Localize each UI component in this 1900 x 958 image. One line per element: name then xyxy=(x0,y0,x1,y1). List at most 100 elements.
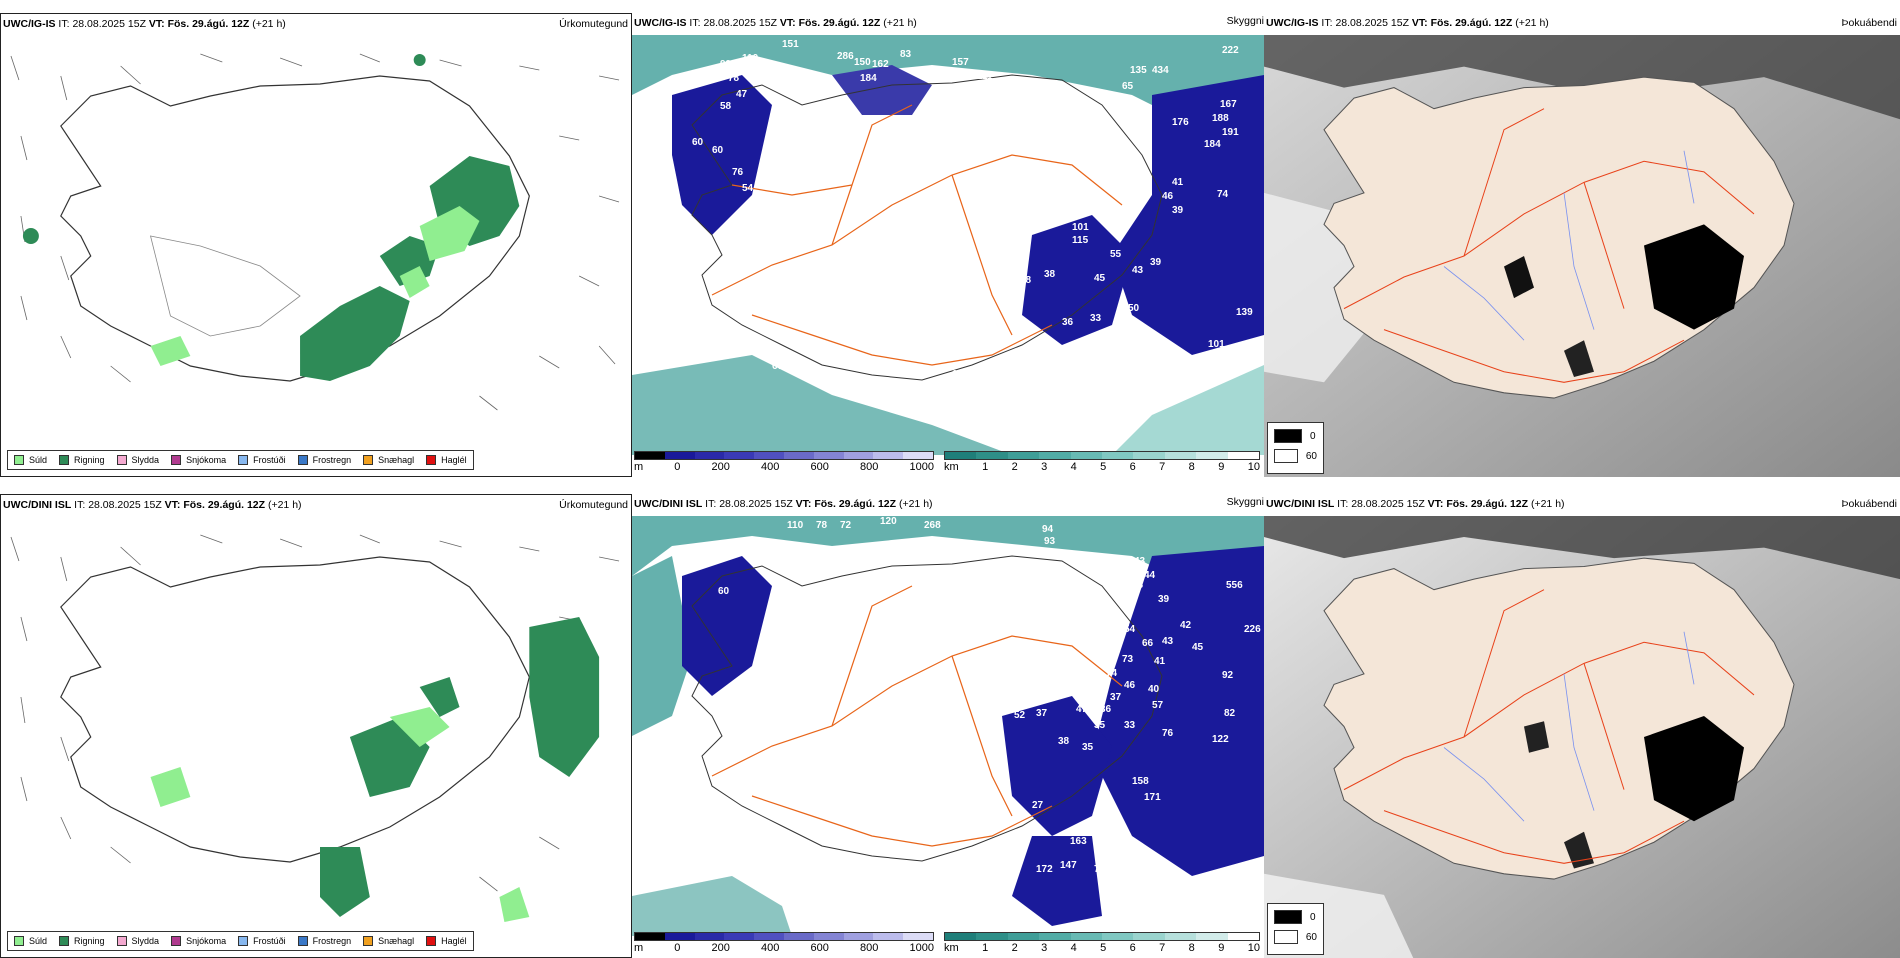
svg-text:101: 101 xyxy=(1072,222,1089,233)
fog-legend: 0 60 xyxy=(1267,422,1324,474)
legend-item: Haglél xyxy=(426,936,467,946)
legend-item: Snjókoma xyxy=(171,455,226,465)
svg-text:72: 72 xyxy=(840,520,852,531)
svg-text:55: 55 xyxy=(1110,249,1122,260)
legend-item: Slydda xyxy=(116,455,159,465)
svg-text:50: 50 xyxy=(1128,303,1140,314)
svg-text:45: 45 xyxy=(1192,642,1204,653)
svg-text:44: 44 xyxy=(1144,570,1156,581)
legend-item: Súld xyxy=(14,936,47,946)
svg-text:158: 158 xyxy=(1132,776,1149,787)
svg-text:33: 33 xyxy=(1090,313,1102,324)
legend-item: Snjókoma xyxy=(171,936,226,946)
svg-text:88: 88 xyxy=(948,698,960,709)
svg-text:167: 167 xyxy=(1220,99,1237,110)
svg-text:64: 64 xyxy=(1032,223,1044,234)
svg-text:65: 65 xyxy=(896,399,908,410)
svg-text:64: 64 xyxy=(1100,636,1112,647)
svg-text:76: 76 xyxy=(732,167,744,178)
legend-item: Súld xyxy=(14,455,47,465)
panel-field-label: Skyggni xyxy=(1226,15,1264,27)
svg-text:94: 94 xyxy=(1042,524,1054,535)
panel-field-label: Þokuábendi xyxy=(1841,498,1897,510)
svg-text:37: 37 xyxy=(1110,692,1122,703)
visibility-km-colorbar: km 1 2 3 4 5 6 7 8 9 10 xyxy=(944,451,1260,473)
svg-text:286: 286 xyxy=(837,51,854,62)
svg-text:39: 39 xyxy=(1150,257,1162,268)
legend-item: Haglél xyxy=(426,455,467,465)
panel-field-label: Þokuábendi xyxy=(1841,17,1897,29)
svg-text:184: 184 xyxy=(1204,139,1221,150)
svg-text:89: 89 xyxy=(850,682,862,693)
svg-text:152: 152 xyxy=(1092,816,1109,827)
fog-panel-row1: UWC/IG-IS IT: 28.08.2025 15Z VT: Fös. 29… xyxy=(1264,13,1900,477)
svg-text:101: 101 xyxy=(1032,680,1049,691)
fog-panel-row2: UWC/DINI ISL IT: 28.08.2025 15Z VT: Fös.… xyxy=(1264,494,1900,958)
panel-title: UWC/IG-IS IT: 28.08.2025 15Z VT: Fös. 29… xyxy=(1266,17,1549,29)
svg-text:32: 32 xyxy=(1064,349,1076,360)
svg-text:54: 54 xyxy=(1062,375,1074,386)
visibility-km-colorbar: km 1 2 3 4 5 6 7 8 9 10 xyxy=(944,932,1260,954)
svg-text:36: 36 xyxy=(1062,317,1074,328)
fog-map xyxy=(1264,35,1900,477)
svg-text:157: 157 xyxy=(952,57,969,68)
svg-text:162: 162 xyxy=(872,59,889,70)
svg-text:147: 147 xyxy=(1060,860,1077,871)
svg-text:54: 54 xyxy=(1124,624,1136,635)
svg-text:111: 111 xyxy=(977,71,993,82)
precip-panel-row2: UWC/DINI ISL IT: 28.08.2025 15Z VT: Fös.… xyxy=(0,494,632,958)
svg-text:39: 39 xyxy=(1158,594,1170,605)
svg-text:41: 41 xyxy=(922,403,934,414)
visibility-map: 110 78 72 120 268 94 93 84 49 60 43 44 4… xyxy=(632,516,1264,936)
svg-text:104: 104 xyxy=(952,369,969,380)
svg-text:84: 84 xyxy=(1046,548,1058,559)
precip-legend: Súld Rigning Slydda Snjókoma Frostúði Fr… xyxy=(7,450,474,470)
precip-panel-row1: UWC/IG-IS IT: 28.08.2025 15Z VT: Fös. 29… xyxy=(0,13,632,477)
panel-title: UWC/DINI ISL IT: 28.08.2025 15Z VT: Fös.… xyxy=(634,498,933,510)
svg-text:163: 163 xyxy=(1070,836,1087,847)
svg-text:58: 58 xyxy=(720,101,732,112)
svg-text:184: 184 xyxy=(860,73,877,84)
precip-map xyxy=(10,53,620,411)
svg-text:91: 91 xyxy=(870,684,882,695)
svg-text:74: 74 xyxy=(1217,189,1229,200)
svg-text:39: 39 xyxy=(1172,205,1184,216)
svg-text:35: 35 xyxy=(1094,720,1106,731)
svg-text:66: 66 xyxy=(758,217,770,228)
visibility-map: 151 110 99 78 47 306 286 150 162 83 184 … xyxy=(632,35,1264,455)
svg-text:42: 42 xyxy=(1180,620,1192,631)
panel-title: UWC/DINI ISL IT: 28.08.2025 15Z VT: Fös.… xyxy=(1266,498,1565,510)
legend-item: Rigning xyxy=(59,455,105,465)
visibility-m-colorbar: m 0 200 400 600 800 1000 xyxy=(634,932,934,954)
svg-text:110: 110 xyxy=(787,520,804,531)
svg-text:78: 78 xyxy=(792,359,804,370)
precip-map xyxy=(10,534,620,922)
svg-text:83: 83 xyxy=(900,49,912,60)
svg-text:115: 115 xyxy=(1072,235,1089,246)
svg-text:52: 52 xyxy=(1014,710,1026,721)
svg-text:151: 151 xyxy=(782,39,799,50)
svg-text:57: 57 xyxy=(1152,700,1164,711)
svg-text:48: 48 xyxy=(1132,580,1144,591)
svg-text:35: 35 xyxy=(1082,742,1094,753)
svg-text:82: 82 xyxy=(1224,708,1236,719)
svg-text:556: 556 xyxy=(1226,580,1243,591)
svg-text:57: 57 xyxy=(1027,199,1039,210)
svg-text:73: 73 xyxy=(1122,654,1134,665)
panel-field-label: Úrkomutegund xyxy=(559,18,628,30)
svg-text:60: 60 xyxy=(692,137,704,148)
legend-item: Frostúði xyxy=(238,936,286,946)
svg-text:191: 191 xyxy=(1222,127,1239,138)
svg-text:27: 27 xyxy=(1032,800,1044,811)
svg-text:43: 43 xyxy=(1132,265,1144,276)
visibility-values: 151 110 99 78 47 306 286 150 162 83 184 … xyxy=(682,39,1253,414)
legend-item: Rigning xyxy=(59,936,105,946)
panel-field-label: Úrkomutegund xyxy=(559,499,628,511)
svg-text:58: 58 xyxy=(1102,612,1114,623)
svg-text:268: 268 xyxy=(924,520,941,531)
svg-text:67: 67 xyxy=(772,361,784,372)
visibility-panel-row1: UWC/IG-IS IT: 28.08.2025 15Z VT: Fös. 29… xyxy=(632,13,1264,477)
svg-text:45: 45 xyxy=(1094,273,1106,284)
svg-text:36: 36 xyxy=(1100,704,1112,715)
svg-text:188: 188 xyxy=(1212,113,1229,124)
